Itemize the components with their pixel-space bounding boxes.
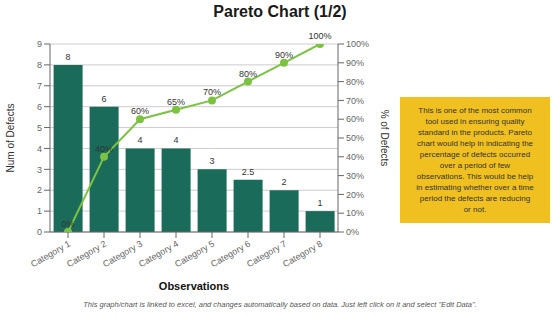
svg-text:4: 4 [37, 144, 42, 154]
svg-text:9: 9 [37, 39, 42, 49]
svg-text:7: 7 [37, 81, 42, 91]
svg-text:Category 7: Category 7 [245, 239, 288, 270]
svg-text:65%: 65% [167, 97, 185, 107]
svg-text:2.5: 2.5 [242, 167, 255, 177]
svg-text:1: 1 [318, 198, 323, 208]
svg-text:0: 0 [37, 227, 42, 237]
svg-text:3: 3 [37, 165, 42, 175]
svg-text:0%: 0% [61, 219, 74, 229]
svg-text:90%: 90% [346, 58, 364, 68]
svg-text:0%: 0% [346, 227, 359, 237]
svg-text:Category 4: Category 4 [137, 239, 180, 270]
html-text:Pareto Chart (1/2): Pareto Chart (1/2) [213, 3, 347, 20]
svg-text:6: 6 [102, 94, 107, 104]
svg-text:90%: 90% [275, 50, 293, 60]
svg-text:Category 2: Category 2 [65, 239, 108, 270]
svg-text:Category 8: Category 8 [281, 239, 324, 270]
svg-text:6: 6 [37, 102, 42, 112]
svg-text:30%: 30% [346, 171, 364, 181]
svg-text:50%: 50% [346, 133, 364, 143]
svg-text:100%: 100% [308, 31, 331, 41]
svg-text:% of Defects: % of Defects [379, 110, 390, 167]
svg-text:Observations: Observations [159, 280, 229, 292]
svg-text:8: 8 [37, 60, 42, 70]
svg-text:1: 1 [37, 206, 42, 216]
svg-text:60%: 60% [346, 114, 364, 124]
svg-text:80%: 80% [239, 69, 257, 79]
svg-text:Category 1: Category 1 [29, 239, 72, 270]
svg-text:8: 8 [66, 52, 71, 62]
svg-text:80%: 80% [346, 77, 364, 87]
svg-text:2: 2 [37, 185, 42, 195]
html-text:This graph/chart is linked to: This graph/chart is linked to excel, and… [83, 300, 477, 309]
svg-text:Category 6: Category 6 [209, 239, 252, 270]
svg-text:Category 5: Category 5 [173, 239, 216, 270]
svg-text:4: 4 [174, 135, 179, 145]
svg-text:100%: 100% [346, 39, 369, 49]
svg-text:4: 4 [138, 135, 143, 145]
svg-text:40%: 40% [346, 152, 364, 162]
svg-text:70%: 70% [346, 96, 364, 106]
svg-text:5: 5 [37, 123, 42, 133]
html-text:This is one of the most common: This is one of the most common tool used… [416, 105, 534, 214]
svg-text:10%: 10% [346, 208, 364, 218]
svg-text:40%: 40% [95, 144, 113, 154]
svg-text:2: 2 [282, 177, 287, 187]
svg-text:60%: 60% [131, 106, 149, 116]
svg-text:Category 3: Category 3 [101, 239, 144, 270]
svg-text:3: 3 [210, 156, 215, 166]
svg-text:Num of Defects: Num of Defects [8, 104, 16, 173]
svg-text:20%: 20% [346, 190, 364, 200]
svg-text:70%: 70% [203, 87, 221, 97]
